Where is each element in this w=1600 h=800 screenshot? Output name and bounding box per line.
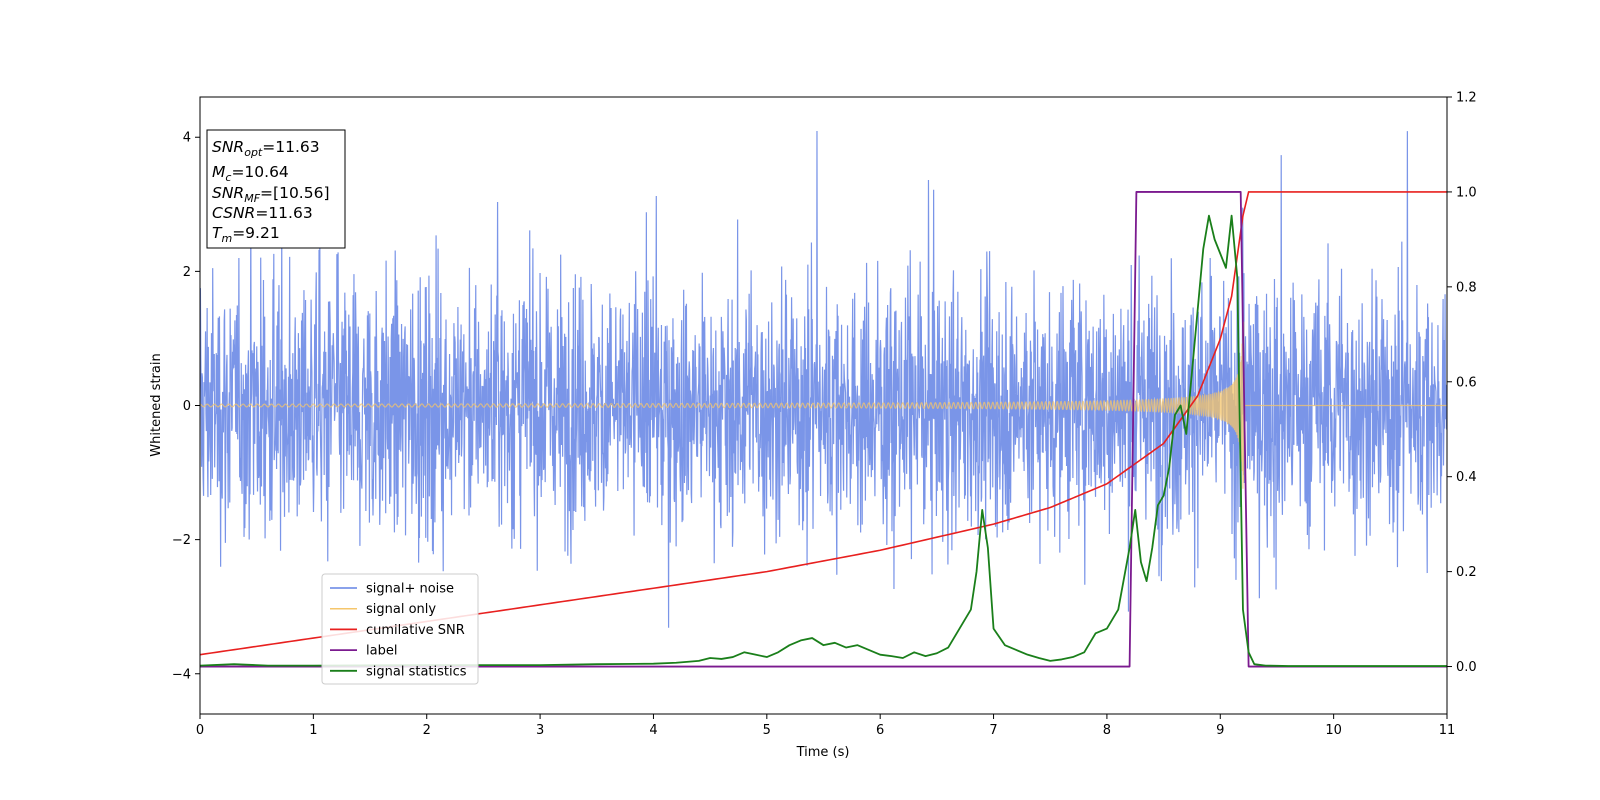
snr-mf-sub: MF — [244, 192, 260, 205]
legend-label: cumilative SNR — [366, 623, 465, 638]
mc-var: M — [212, 163, 225, 181]
y-tick-label: −4 — [172, 667, 191, 682]
mc-value: =10.64 — [231, 163, 288, 181]
y2-tick-label: 0.8 — [1456, 280, 1477, 295]
y2-tick-label: 0.2 — [1456, 565, 1477, 580]
annotation-snr-mf: SNRMF=[10.56] — [212, 184, 330, 205]
series-line-signal-statistics — [200, 214, 1447, 667]
tm-var: T — [212, 224, 223, 242]
x-tick-label: 8 — [1103, 723, 1111, 738]
y-axis-right: 1.2 1.0 0.8 0.6 0.4 0.2 0.0 — [1447, 91, 1477, 675]
legend-label: signal only — [366, 602, 436, 617]
x-axis: 0 1 2 3 4 5 6 7 8 9 10 11 — [196, 714, 1455, 738]
series-line-cumulative-snr — [200, 191, 1447, 656]
tm-value: =9.21 — [232, 224, 280, 242]
y-tick-label: 2 — [183, 265, 191, 280]
x-tick-label: 7 — [989, 723, 997, 738]
legend-label: signal statistics — [366, 664, 467, 679]
x-tick-label: 6 — [876, 723, 884, 738]
tm-sub: m — [221, 232, 232, 245]
legend: signal+ noise signal only cumilative SNR la… — [321, 573, 479, 685]
snr-mf-value: =[10.56] — [260, 184, 329, 202]
annotation-frame — [206, 129, 346, 249]
x-tick-label: 2 — [423, 723, 431, 738]
series-line-signal-noise — [200, 130, 1447, 628]
x-tick-label: 1 — [309, 723, 317, 738]
y-tick-label: −2 — [172, 533, 191, 548]
legend-frame — [321, 573, 479, 685]
series-layer — [200, 130, 1447, 668]
csnr-value: =11.63 — [255, 204, 312, 222]
snr-mf-var: SNR — [212, 184, 244, 202]
x-tick-label: 11 — [1439, 723, 1456, 738]
x-tick-label: 10 — [1325, 723, 1342, 738]
y2-tick-label: 0.6 — [1456, 375, 1477, 390]
annotation-box: SNRopt=11.63 Mc=10.64 SNRMF=[10.56] CSNR… — [206, 129, 346, 249]
mc-sub: c — [225, 171, 231, 184]
snr-opt-var: SNR — [212, 138, 244, 156]
annotation-snr-opt: SNRopt=11.63 — [212, 138, 320, 159]
annotation-csnr: CSNR=11.63 — [212, 204, 313, 222]
annotation-tm: Tm=9.21 — [212, 224, 280, 245]
x-axis-label: Time (s) — [796, 745, 850, 760]
y2-tick-label: 1.2 — [1456, 91, 1477, 106]
annotation-mc: Mc=10.64 — [212, 163, 289, 184]
legend-label: label — [366, 644, 397, 659]
snr-opt-sub: opt — [244, 146, 263, 159]
y-tick-label: 0 — [183, 399, 191, 414]
y-axis-left: 4 2 0 −2 −4 — [172, 131, 200, 682]
y2-tick-label: 0.4 — [1456, 470, 1477, 485]
x-tick-label: 0 — [196, 723, 204, 738]
y2-tick-label: 0.0 — [1456, 660, 1477, 675]
csnr-var: CSNR — [212, 204, 255, 222]
x-tick-label: 9 — [1216, 723, 1224, 738]
snr-opt-value: =11.63 — [262, 138, 319, 156]
x-tick-label: 5 — [763, 723, 771, 738]
x-tick-label: 3 — [536, 723, 544, 738]
y-axis-label: Whitened strain — [149, 353, 164, 456]
x-tick-label: 4 — [649, 723, 657, 738]
y-tick-label: 4 — [183, 131, 191, 146]
legend-label: signal+ noise — [366, 582, 454, 597]
y2-tick-label: 1.0 — [1456, 185, 1477, 200]
